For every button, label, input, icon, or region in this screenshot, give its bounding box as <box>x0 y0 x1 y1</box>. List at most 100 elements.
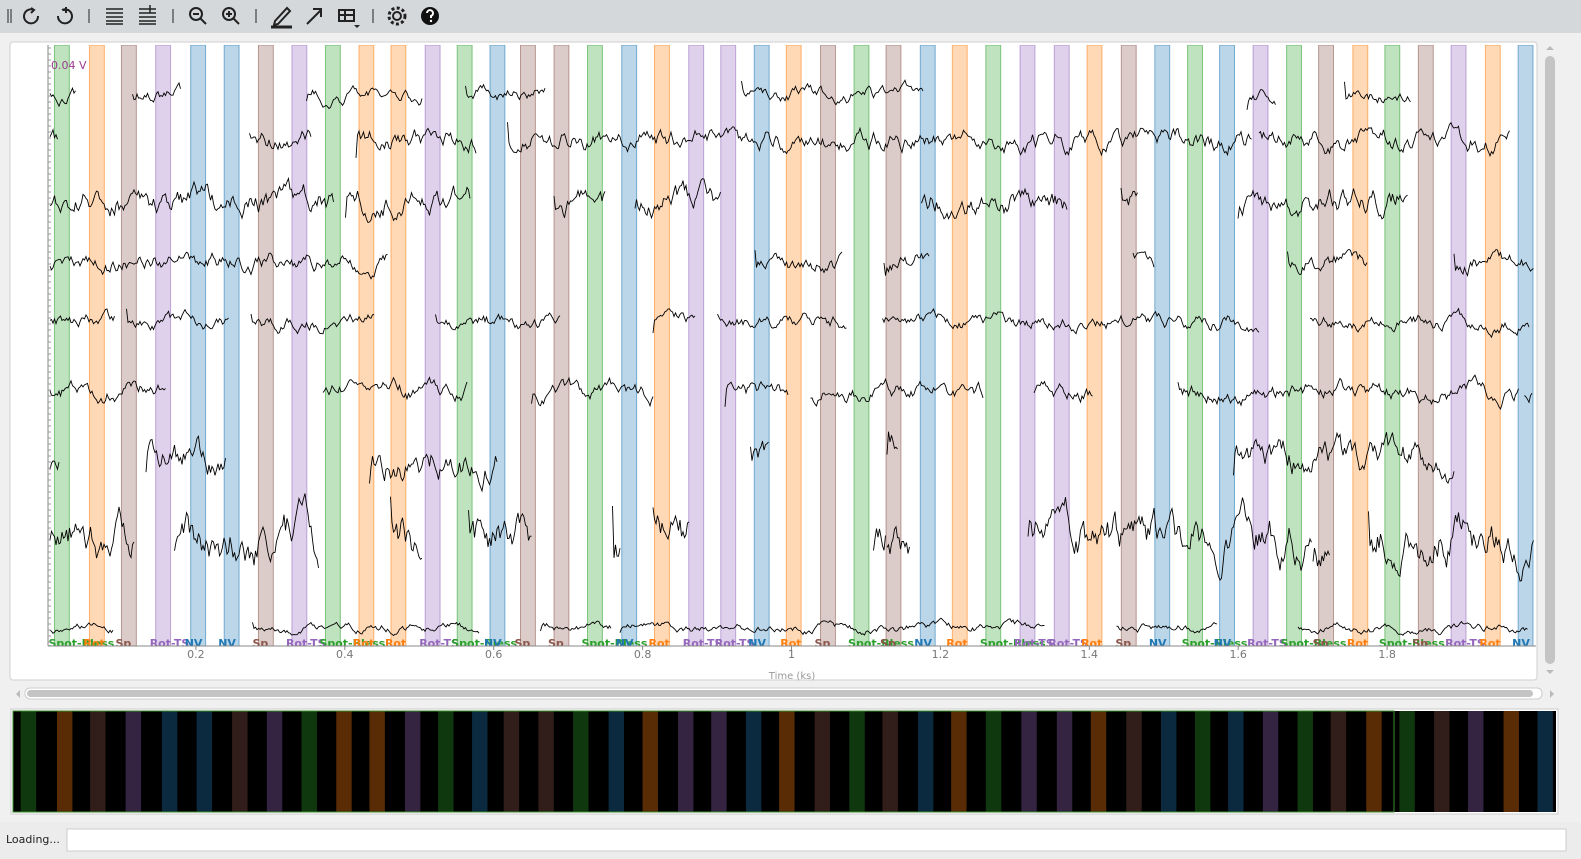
annotation-band <box>720 45 737 646</box>
status-text: Loading... <box>6 833 60 846</box>
x-tick-label: 0.8 <box>634 648 652 661</box>
annotate-button[interactable] <box>271 6 292 29</box>
x-ticks: 0.2 0.4 0.6 0.8 1 1.2 1.4 1.6 1.8 <box>187 646 1396 661</box>
annotation-band <box>785 45 802 646</box>
x-axis-label: Time (ks) <box>768 671 816 682</box>
annotation-label: Rot-TS <box>419 637 459 650</box>
annotation-label: NV <box>185 637 203 650</box>
annotation-label: Rot-TS <box>1014 637 1054 650</box>
annotation-band <box>853 45 870 646</box>
overview-band <box>472 711 488 812</box>
overview-band <box>538 711 554 812</box>
overview-band <box>1126 711 1142 812</box>
annotation-layer <box>53 45 1534 646</box>
fewer-channels-button[interactable] <box>106 8 123 25</box>
annotation-label: Sp <box>815 637 831 650</box>
overview-band <box>1194 711 1211 812</box>
overview-bands <box>20 711 1553 812</box>
overview-band <box>161 711 178 812</box>
annotation-band <box>1517 45 1534 646</box>
overview-band <box>779 711 795 812</box>
overview-band <box>1537 711 1553 812</box>
annotation-band <box>654 45 670 646</box>
overview-band <box>1399 711 1415 812</box>
overview-band <box>711 711 727 812</box>
overview-band <box>1056 711 1073 812</box>
trace-layer <box>50 80 1534 635</box>
annotation-label: NV <box>1512 637 1530 650</box>
annotation-band <box>1019 45 1036 646</box>
annotation-label: Rot-TS <box>1048 637 1088 650</box>
annotation-band <box>257 45 274 646</box>
h-scroll-thumb[interactable] <box>27 690 1533 697</box>
progress-bar <box>66 828 1567 852</box>
annotation-band <box>88 45 105 646</box>
annotation-label: Rot <box>385 637 406 650</box>
annotation-band <box>1154 45 1171 646</box>
annotation-band <box>155 45 172 646</box>
overview-band <box>1160 711 1177 812</box>
annotation-label: Rot <box>649 637 670 650</box>
annotation-band <box>1120 45 1137 646</box>
settings-button[interactable] <box>387 6 407 26</box>
annotation-label: Rot-TS <box>1247 637 1287 650</box>
annotation-label: Rot <box>1081 637 1102 650</box>
annotation-band <box>1417 45 1434 646</box>
x-tick-label: 1 <box>788 648 795 661</box>
annotation-label: Sp <box>515 637 531 650</box>
annotation-label: Rot <box>83 637 104 650</box>
annotation-band <box>1484 45 1501 646</box>
overview-band <box>56 711 73 812</box>
annotation-label: Sp <box>115 637 131 650</box>
signal-trace <box>49 493 1534 582</box>
annotation-band <box>1086 45 1103 646</box>
v-scrollbar[interactable] <box>1545 56 1555 664</box>
toolbar <box>0 0 1581 33</box>
annotation-band <box>1352 45 1369 646</box>
overview[interactable] <box>13 711 1556 812</box>
annotation-band <box>1219 45 1235 646</box>
back-button[interactable] <box>23 7 40 25</box>
more-channels-button[interactable] <box>139 5 156 25</box>
annotation-band <box>489 45 506 646</box>
annotation-label: Rot <box>1479 637 1500 650</box>
annotation-label: Rot-TS <box>1445 637 1485 650</box>
annotation-label: NV <box>1214 637 1232 650</box>
annotation-label: Sp <box>1412 637 1428 650</box>
annotation-label: Spot-Bless <box>48 637 114 650</box>
overview-band <box>917 711 934 812</box>
overview-window[interactable] <box>12 710 1395 813</box>
overview-band <box>503 711 520 812</box>
scale-button[interactable] <box>306 8 322 25</box>
annotation-band <box>951 45 968 646</box>
annotation-label: NV <box>748 637 766 650</box>
overview-band <box>1262 711 1279 812</box>
overview-band <box>1228 711 1244 812</box>
forward-button[interactable] <box>56 7 73 25</box>
annotation-label: Rot-TS <box>150 637 190 650</box>
annotation-band <box>291 45 308 646</box>
annotation-label: Rot-TS <box>715 637 755 650</box>
annotation-band <box>358 45 375 646</box>
annotation-label: Rot <box>1347 637 1368 650</box>
zoom-in-button[interactable] <box>222 7 240 25</box>
annotation-band <box>520 45 536 646</box>
overview-band <box>1021 711 1037 812</box>
annotation-label: NV <box>1149 637 1167 650</box>
overview-band <box>301 711 317 812</box>
annotation-label: NV <box>616 637 634 650</box>
annotation-label: Rot <box>780 637 801 650</box>
help-button[interactable] <box>421 7 439 25</box>
overview-band <box>678 711 694 812</box>
overview-band <box>1330 711 1347 812</box>
annotation-label: Sp <box>1115 637 1131 650</box>
overview-band <box>573 711 589 812</box>
overview-band <box>438 711 454 812</box>
overview-band <box>369 711 385 812</box>
zoom-out-button[interactable] <box>189 7 207 25</box>
annotation-band <box>456 45 473 646</box>
annotation-band <box>1053 45 1070 646</box>
x-tick-label: 1.2 <box>932 648 950 661</box>
projector-button[interactable] <box>338 9 360 28</box>
